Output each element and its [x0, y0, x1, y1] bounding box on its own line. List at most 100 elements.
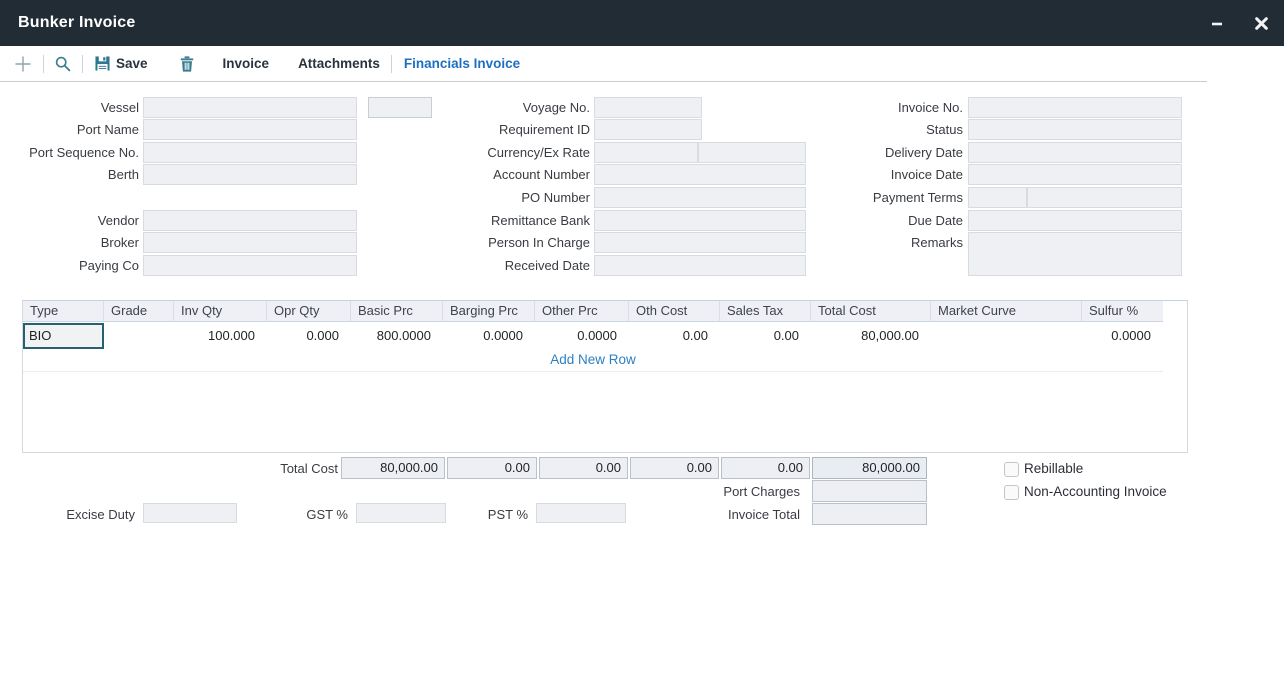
col-header-inv-qty: Inv Qty — [174, 301, 267, 322]
total-sales-tax: 0.00 — [721, 457, 810, 479]
toolbar-item-invoice[interactable]: Invoice — [222, 56, 270, 71]
cell-inv-qty[interactable]: 100.000 — [208, 328, 255, 343]
col-header-opr-qty: Opr Qty — [267, 301, 351, 322]
page-title: Bunker Invoice — [18, 14, 136, 31]
invoice-no-label: Invoice No. — [897, 100, 963, 115]
trash-icon — [180, 55, 193, 72]
cell-grade[interactable] — [104, 323, 174, 349]
total-cost-sum: 80,000.00 — [812, 457, 927, 479]
save-button[interactable]: Save — [95, 56, 148, 71]
voyage-no-label: Voyage No. — [522, 100, 590, 115]
due-date-label: Due Date — [908, 213, 963, 228]
toolbar-separator — [43, 54, 44, 73]
col-header-sulfur: Sulfur % — [1082, 301, 1163, 322]
delete-button[interactable] — [180, 55, 194, 72]
person-in-charge-field[interactable] — [594, 232, 806, 253]
excise-duty-label: Excise Duty — [66, 507, 135, 522]
remittance-bank-field[interactable] — [594, 210, 806, 231]
broker-label: Broker — [100, 235, 139, 250]
cell-barging-prc[interactable]: 0.0000 — [483, 328, 523, 343]
port-sequence-field[interactable] — [143, 142, 357, 163]
requirement-id-label: Requirement ID — [498, 122, 590, 137]
port-name-field[interactable] — [143, 119, 357, 140]
cell-sales-tax[interactable]: 0.00 — [773, 328, 799, 343]
total-other-prc: 0.00 — [539, 457, 628, 479]
minimize-button[interactable] — [1202, 0, 1232, 46]
cell-basic-prc[interactable]: 800.0000 — [376, 328, 431, 343]
payment-terms-label: Payment Terms — [872, 190, 963, 205]
port-sequence-label: Port Sequence No. — [29, 145, 139, 160]
currency-field[interactable] — [594, 142, 698, 163]
cell-sulfur[interactable]: 0.0000 — [1111, 328, 1151, 343]
remarks-label: Remarks — [910, 235, 963, 250]
toolbar-item-financials-invoice[interactable]: Financials Invoice — [403, 56, 521, 71]
add-button[interactable] — [14, 55, 32, 73]
cell-type[interactable]: BIO — [23, 323, 104, 349]
search-button[interactable] — [54, 55, 72, 73]
broker-field[interactable] — [143, 232, 357, 253]
total-cost-label: Total Cost — [280, 461, 338, 476]
payment-terms-field[interactable] — [1027, 187, 1182, 208]
invoice-no-field[interactable] — [968, 97, 1182, 118]
non-accounting-checkbox[interactable] — [1004, 485, 1019, 500]
cell-other-prc[interactable]: 0.0000 — [577, 328, 617, 343]
total-basic-prc: 80,000.00 — [341, 457, 445, 479]
col-header-barging-prc: Barging Prc — [443, 301, 535, 322]
invoice-date-field[interactable] — [968, 164, 1182, 185]
col-header-type: Type — [23, 301, 104, 322]
search-icon — [55, 56, 71, 71]
col-header-sales-tax: Sales Tax — [720, 301, 811, 322]
due-date-field[interactable] — [968, 210, 1182, 231]
non-accounting-label: Non-Accounting Invoice — [1024, 484, 1167, 499]
person-in-charge-label: Person In Charge — [488, 235, 590, 250]
close-button[interactable] — [1246, 0, 1276, 46]
vessel-field[interactable] — [143, 97, 357, 118]
account-number-field[interactable] — [594, 164, 806, 185]
cell-market-curve[interactable] — [931, 323, 1082, 349]
rebillable-label: Rebillable — [1024, 461, 1084, 476]
cell-oth-cost[interactable]: 0.00 — [682, 328, 708, 343]
line-items-grid: Type Grade Inv Qty Opr Qty Basic Prc Bar… — [22, 300, 1188, 453]
add-new-row-link[interactable]: Add New Row — [23, 349, 1163, 372]
table-row: BIO 100.000 0.000 800.0000 0.0000 0.0000… — [23, 323, 1163, 349]
vessel-code-field[interactable] — [368, 97, 432, 118]
cell-opr-qty[interactable]: 0.000 — [306, 328, 339, 343]
vessel-label: Vessel — [100, 100, 139, 115]
berth-field[interactable] — [143, 164, 357, 185]
berth-label: Berth — [107, 167, 139, 182]
col-header-total-cost: Total Cost — [811, 301, 931, 322]
voyage-no-field[interactable] — [594, 97, 702, 118]
requirement-id-field[interactable] — [594, 119, 702, 140]
col-header-basic-prc: Basic Prc — [351, 301, 443, 322]
invoice-total-field — [812, 503, 927, 525]
toolbar-item-attachments[interactable]: Attachments — [298, 56, 380, 71]
account-number-label: Account Number — [493, 167, 590, 182]
paying-co-field[interactable] — [143, 255, 357, 276]
gst-label: GST % — [306, 507, 348, 522]
remarks-field[interactable] — [968, 232, 1182, 276]
port-charges-field — [812, 480, 927, 502]
status-field[interactable] — [968, 119, 1182, 140]
save-button-label: Save — [116, 56, 148, 71]
cell-total-cost[interactable]: 80,000.00 — [861, 328, 919, 343]
delivery-date-field[interactable] — [968, 142, 1182, 163]
paying-co-label: Paying Co — [79, 258, 139, 273]
gst-field[interactable] — [356, 503, 446, 523]
total-barging-prc: 0.00 — [447, 457, 537, 479]
col-header-oth-cost: Oth Cost — [629, 301, 720, 322]
ex-rate-field[interactable] — [698, 142, 806, 163]
pst-field[interactable] — [536, 503, 626, 523]
po-number-field[interactable] — [594, 187, 806, 208]
grid-header-row: Type Grade Inv Qty Opr Qty Basic Prc Bar… — [23, 301, 1163, 322]
payment-terms-code-field[interactable] — [968, 187, 1027, 208]
rebillable-checkbox[interactable] — [1004, 462, 1019, 477]
delivery-date-label: Delivery Date — [884, 145, 963, 160]
plus-icon — [15, 56, 31, 71]
received-date-field[interactable] — [594, 255, 806, 276]
col-header-other-prc: Other Prc — [535, 301, 629, 322]
excise-duty-field[interactable] — [143, 503, 237, 523]
currency-ex-rate-label: Currency/Ex Rate — [487, 145, 590, 160]
vendor-label: Vendor — [97, 213, 139, 228]
pst-label: PST % — [487, 507, 528, 522]
vendor-field[interactable] — [143, 210, 357, 231]
